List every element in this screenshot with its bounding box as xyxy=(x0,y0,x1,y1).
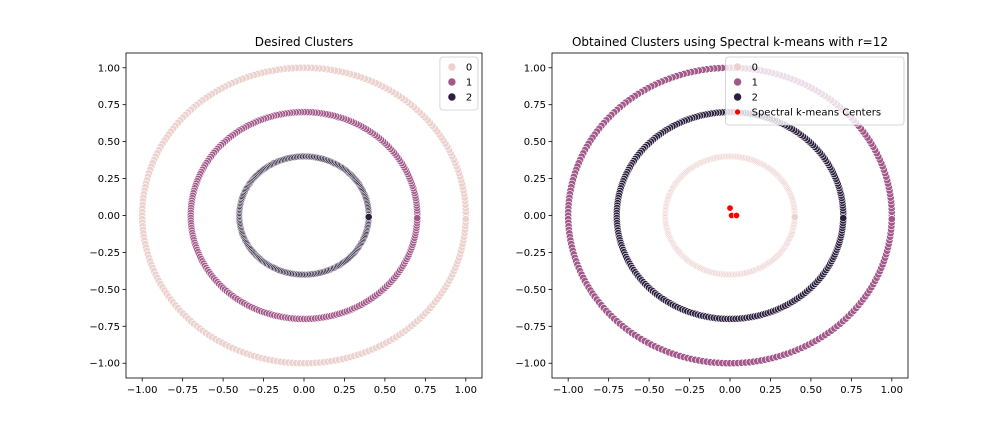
center-point xyxy=(732,212,740,220)
legend-label: 2 xyxy=(466,93,472,104)
y-axis: −1.00 −0.75 −0.50 −0.25 0.00 0.25 0.50 0.75 1.00 xyxy=(515,63,552,370)
x-tick-label: −0.25 xyxy=(674,385,705,396)
y-tick-label: −0.50 xyxy=(515,285,546,296)
legend: 0 1 2 xyxy=(439,56,479,111)
x-tick-label: 0.75 xyxy=(414,385,436,396)
x-tick-label: 0.50 xyxy=(374,385,396,396)
y-tick-label: −0.75 xyxy=(89,322,120,333)
legend-box xyxy=(439,56,479,111)
y-tick-label: 1.00 xyxy=(98,63,120,74)
legend-marker xyxy=(733,92,742,102)
x-tick-label: 0.00 xyxy=(719,385,741,396)
y-tick-label: 0.75 xyxy=(524,100,546,111)
data-point xyxy=(461,215,470,223)
x-tick-label: 1.00 xyxy=(455,385,477,396)
legend-marker xyxy=(734,108,741,116)
x-tick-label: 0.25 xyxy=(759,385,781,396)
x-tick-label: −1.00 xyxy=(127,385,158,396)
legend: 0 1 2 Spectral k-means Centers xyxy=(725,56,905,126)
y-tick-label: 1.00 xyxy=(524,63,546,74)
y-tick-label: 0.00 xyxy=(98,211,120,222)
data-point xyxy=(413,214,422,222)
x-tick-label: −0.50 xyxy=(634,385,665,396)
legend-label: Spectral k-means Centers xyxy=(752,108,881,119)
legend-label: 0 xyxy=(466,63,472,74)
y-tick-label: 0.75 xyxy=(98,100,120,111)
legend-label: 0 xyxy=(752,63,758,74)
x-tick-label: 0.50 xyxy=(800,385,822,396)
y-tick-label: −0.75 xyxy=(515,322,546,333)
y-tick-label: 0.25 xyxy=(98,174,120,185)
legend-marker xyxy=(447,62,457,72)
series-0 xyxy=(138,63,470,368)
center-point xyxy=(726,204,734,212)
y-axis: −1.00 −0.75 −0.50 −0.25 0.00 0.25 0.50 0.75 1.00 xyxy=(89,63,126,370)
x-tick-label: −0.75 xyxy=(167,385,198,396)
x-tick-label: −0.75 xyxy=(593,385,624,396)
x-tick-label: −0.25 xyxy=(248,385,279,396)
y-tick-label: 0.50 xyxy=(98,137,120,148)
y-tick-label: −1.00 xyxy=(515,359,546,370)
legend-label: 1 xyxy=(752,78,758,89)
y-tick-label: 0.50 xyxy=(524,137,546,148)
y-tick-label: −1.00 xyxy=(89,359,120,370)
chart-title: Obtained Clusters using Spectral k-means… xyxy=(572,35,888,49)
series-1 xyxy=(186,108,422,323)
series-0 xyxy=(661,152,799,279)
series-2 xyxy=(235,152,373,279)
legend-marker xyxy=(447,92,457,102)
x-tick-label: −1.00 xyxy=(553,385,584,396)
data-point xyxy=(839,214,848,222)
legend-marker xyxy=(447,77,457,87)
subplot-1: −1.00 −0.75 −0.50 −0.25 0.00 0.25 0.50 0.75 1.00… xyxy=(89,35,483,396)
centers-series xyxy=(726,204,740,220)
y-tick-label: −0.25 xyxy=(89,248,120,259)
subplot-2: −1.00 −0.75 −0.50 −0.25 0.00 0.25 0.50 0.75 1.00… xyxy=(515,35,909,396)
y-tick-label: −0.25 xyxy=(515,248,546,259)
data-point xyxy=(790,213,799,221)
data-point xyxy=(887,215,896,223)
x-axis: −1.00 −0.75 −0.50 −0.25 0.00 0.25 0.50 0.75 1.00 xyxy=(553,378,903,396)
x-tick-label: 0.25 xyxy=(333,385,355,396)
x-tick-label: 1.00 xyxy=(881,385,903,396)
x-axis: −1.00 −0.75 −0.50 −0.25 0.00 0.25 0.50 0.75 1.00 xyxy=(127,378,477,396)
plot-area xyxy=(126,53,482,378)
legend-label: 1 xyxy=(466,78,472,89)
legend-marker xyxy=(733,77,742,87)
legend-box xyxy=(725,56,905,126)
x-tick-label: 0.00 xyxy=(293,385,315,396)
legend-label: 2 xyxy=(752,93,758,104)
y-tick-label: −0.50 xyxy=(89,285,120,296)
chart-title: Desired Clusters xyxy=(255,35,354,49)
x-tick-label: −0.50 xyxy=(208,385,239,396)
y-tick-label: 0.25 xyxy=(524,174,546,185)
scatter-points xyxy=(138,63,470,368)
data-point xyxy=(364,213,373,221)
y-tick-label: 0.00 xyxy=(524,211,546,222)
legend-marker xyxy=(733,62,742,72)
x-tick-label: 0.75 xyxy=(840,385,862,396)
